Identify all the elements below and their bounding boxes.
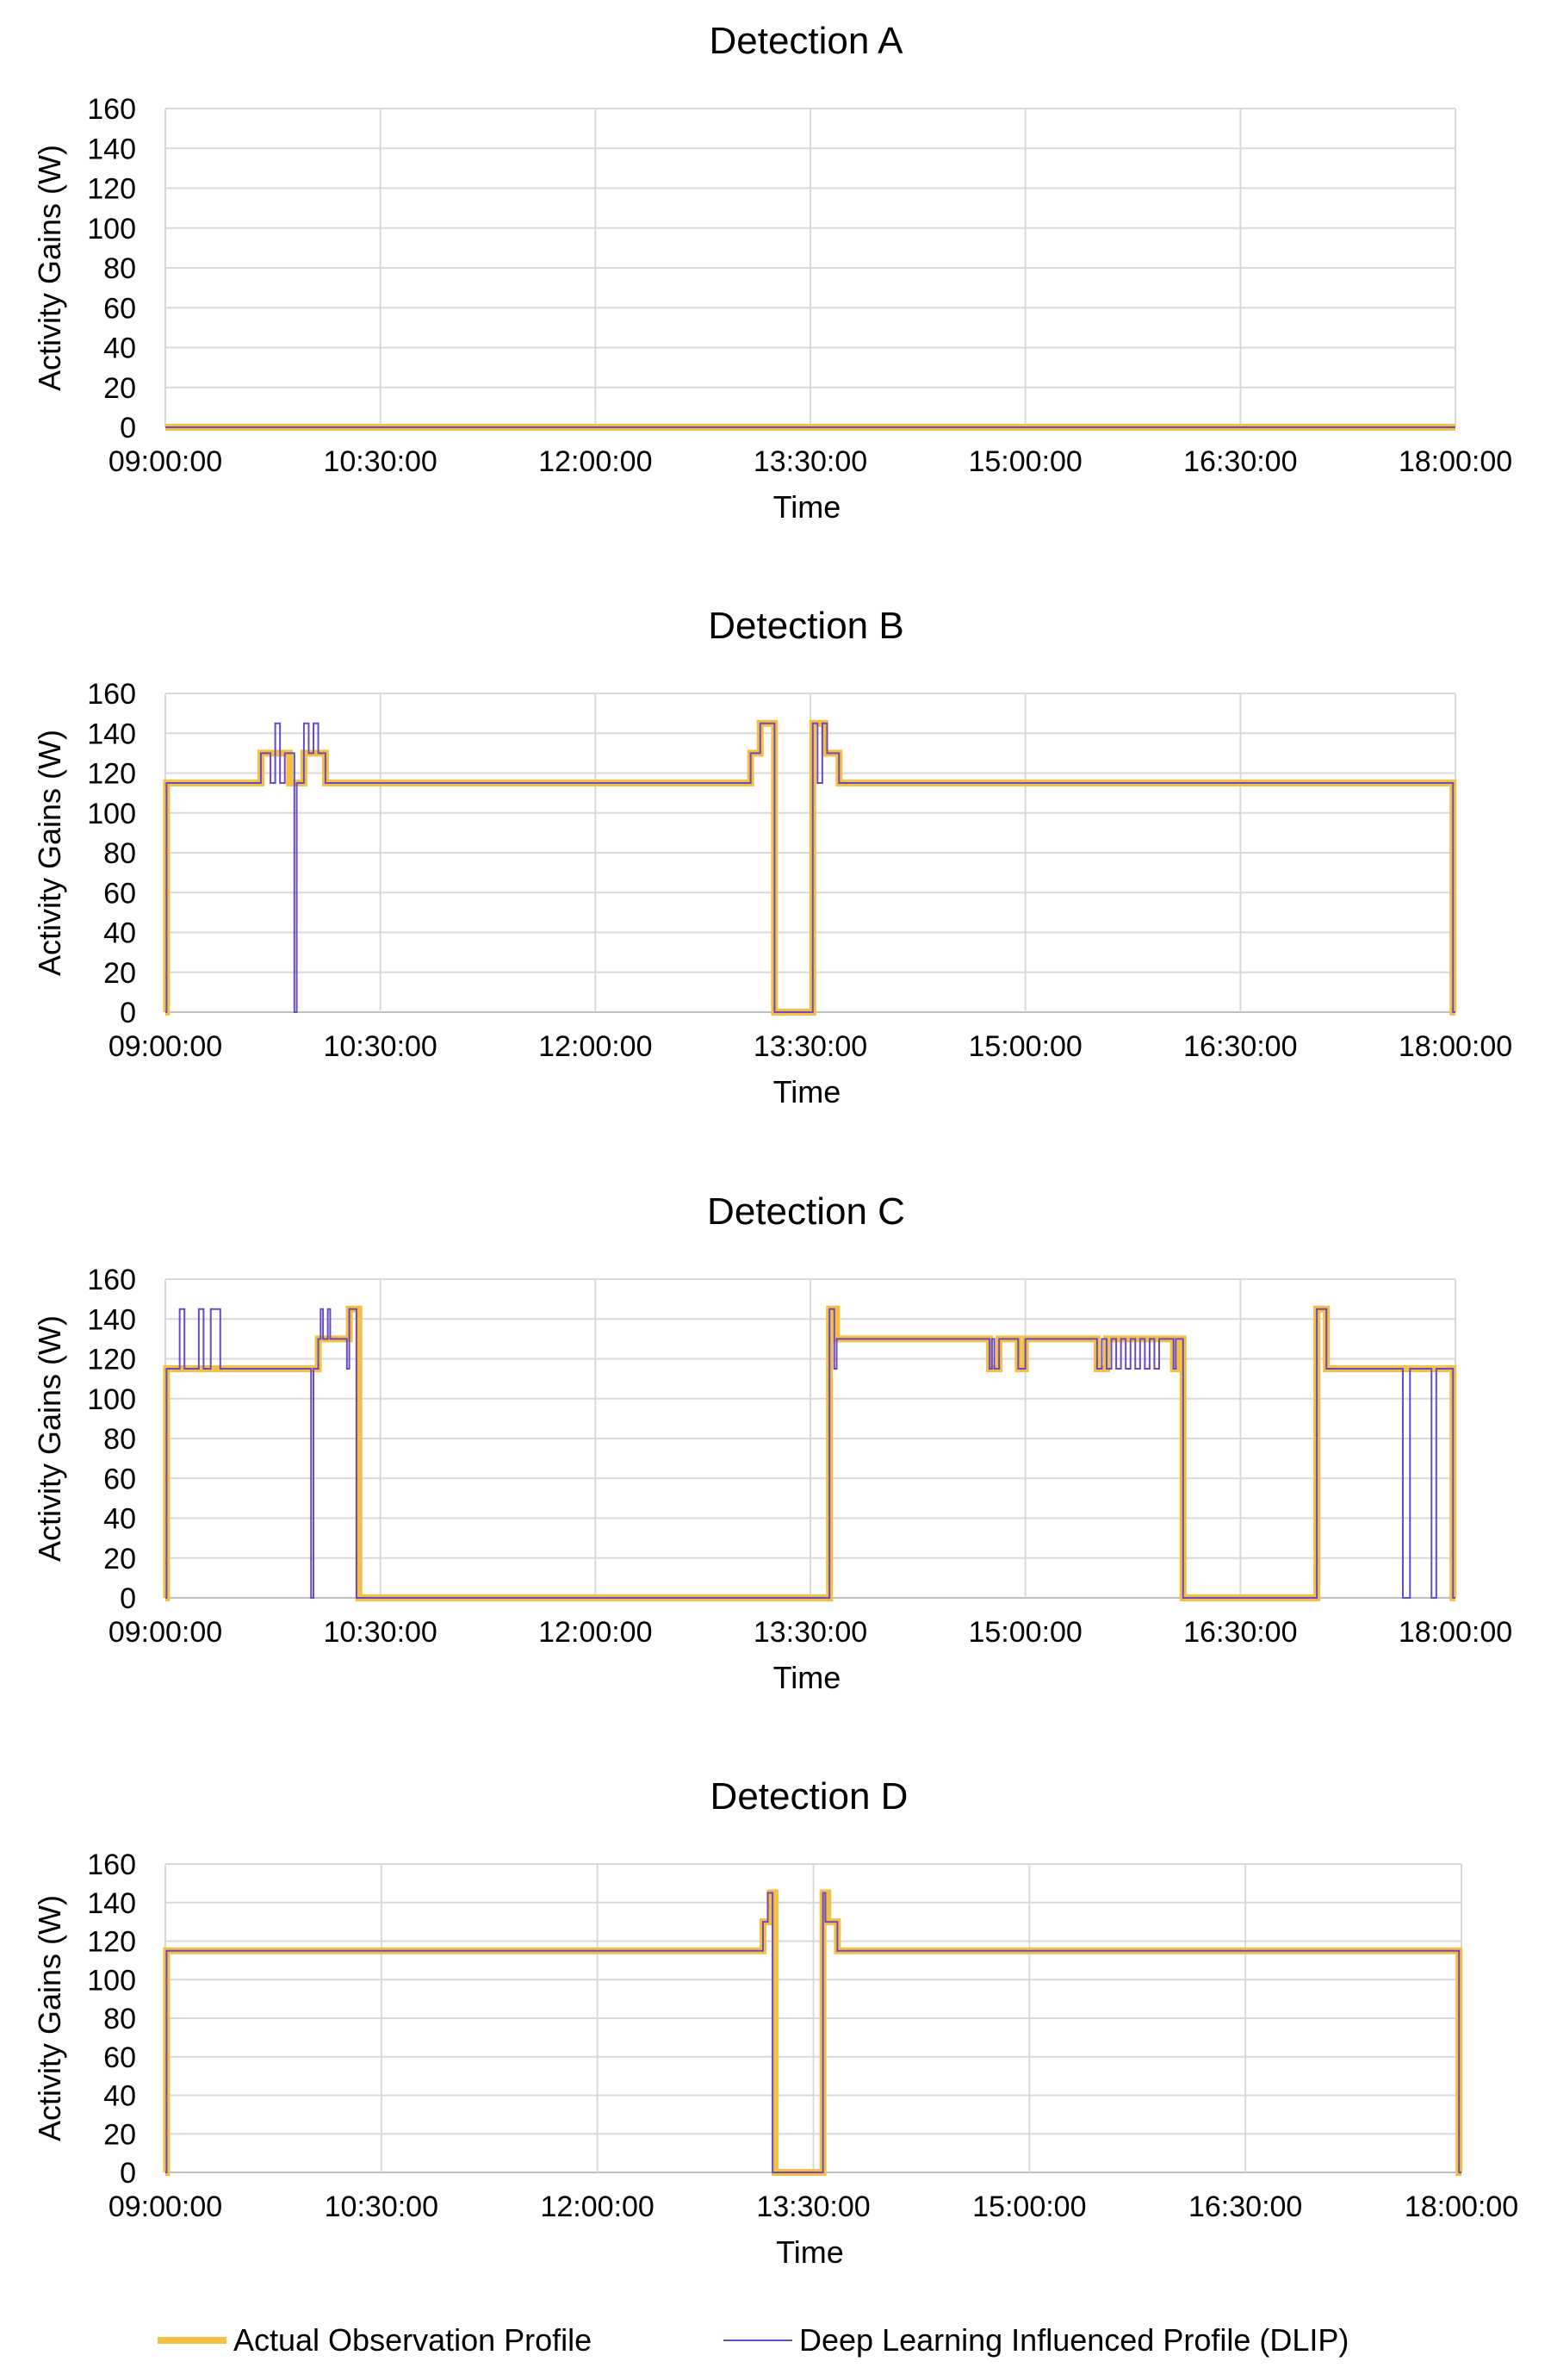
y-axis-label: Activity Gains (W) <box>32 145 67 391</box>
x-tick-label: 10:30:00 <box>323 1616 437 1649</box>
x-axis-label: Time <box>773 1074 841 1109</box>
y-tick-label: 40 <box>103 1503 136 1536</box>
y-tick-label: 160 <box>87 1264 136 1296</box>
y-tick-label: 100 <box>87 1964 136 1997</box>
y-axis-label: Activity Gains (W) <box>32 1895 67 2141</box>
x-tick-label: 09:00:00 <box>109 1030 222 1063</box>
y-tick-label: 120 <box>87 173 136 206</box>
x-tick-label: 10:30:00 <box>323 1030 437 1063</box>
x-tick-label: 12:00:00 <box>538 445 652 478</box>
x-tick-label: 16:30:00 <box>1188 2190 1302 2223</box>
actual-observation-line <box>163 719 1457 1016</box>
chart-panel-a: 0 20 40 60 80 100 120 140 160 09:00:00 10:30:00 12:… <box>32 20 1512 525</box>
legend-label-dlip: Deep Learning Influenced Profile (DLIP) <box>799 2322 1349 2358</box>
y-tick-label: 40 <box>103 917 136 950</box>
y-tick-label: 0 <box>120 997 136 1029</box>
chart-title: Detection D <box>710 1775 909 1818</box>
x-axis-label: Time <box>773 489 841 525</box>
dlip-line <box>165 722 1455 1013</box>
y-axis-label: Activity Gains (W) <box>32 730 67 976</box>
y-tick-label: 100 <box>87 213 136 245</box>
x-tick-label: 09:00:00 <box>109 2190 222 2223</box>
y-tick-label: 60 <box>103 1463 136 1495</box>
x-tick-label: 09:00:00 <box>109 1616 222 1649</box>
y-tick-label: 160 <box>87 678 136 711</box>
dlip-line <box>165 1892 1461 2173</box>
x-tick-label: 10:30:00 <box>325 2190 438 2223</box>
y-tick-label: 160 <box>87 1849 136 1881</box>
y-tick-label: 60 <box>103 292 136 325</box>
x-tick-label: 12:00:00 <box>540 2190 654 2223</box>
y-tick-label: 40 <box>103 2080 136 2113</box>
y-tick-label: 0 <box>120 1582 136 1615</box>
x-tick-label: 15:00:00 <box>968 1616 1082 1649</box>
y-tick-label: 20 <box>103 1543 136 1575</box>
x-tick-label: 16:30:00 <box>1183 1030 1297 1063</box>
x-tick-label: 10:30:00 <box>323 445 437 478</box>
chart-title: Detection A <box>709 20 903 62</box>
y-tick-label: 100 <box>87 798 136 830</box>
y-tick-label: 80 <box>103 252 136 285</box>
y-tick-label: 140 <box>87 133 136 165</box>
y-tick-label: 20 <box>103 372 136 405</box>
x-axis-label: Time <box>776 2234 844 2270</box>
x-tick-label: 16:30:00 <box>1183 1616 1297 1649</box>
x-tick-label: 18:00:00 <box>1399 1616 1512 1649</box>
dlip-line <box>165 1308 1455 1599</box>
x-tick-label: 18:00:00 <box>1399 1030 1512 1063</box>
y-tick-label: 140 <box>87 718 136 750</box>
legend-label-actual: Actual Observation Profile <box>233 2322 592 2358</box>
x-tick-label: 09:00:00 <box>109 445 222 478</box>
x-tick-label: 12:00:00 <box>538 1616 652 1649</box>
x-tick-label: 13:30:00 <box>754 1616 867 1649</box>
x-tick-label: 15:00:00 <box>968 1030 1082 1063</box>
x-tick-label: 15:00:00 <box>968 445 1082 478</box>
x-tick-label: 13:30:00 <box>754 1030 867 1063</box>
y-tick-label: 120 <box>87 1344 136 1376</box>
chart-panel-b: 0 20 40 60 80 100 120 140 160 09:00:00 10:30:00 12:… <box>32 605 1512 1109</box>
y-tick-label: 160 <box>87 93 136 126</box>
x-tick-label: 15:00:00 <box>972 2190 1086 2223</box>
chart-title: Detection C <box>707 1190 905 1233</box>
legend-item-actual: Actual Observation Profile <box>158 2319 592 2362</box>
dlip-line-swatch <box>723 2340 792 2341</box>
x-tick-label: 18:00:00 <box>1405 2190 1518 2223</box>
legend-item-dlip: Deep Learning Influenced Profile (DLIP) <box>723 2319 1349 2362</box>
y-tick-label: 80 <box>103 2003 136 2035</box>
y-tick-label: 40 <box>103 332 136 365</box>
y-tick-label: 20 <box>103 2118 136 2151</box>
chart-panel-c: 0 20 40 60 80 100 120 140 160 09:00:00 10:30:00 12:… <box>32 1190 1512 1695</box>
chart-panel-d: 0 20 40 60 80 100 120 140 160 09:00:00 10:30:00 12:… <box>32 1775 1518 2270</box>
y-tick-label: 120 <box>87 758 136 791</box>
x-tick-label: 16:30:00 <box>1183 445 1297 478</box>
y-tick-label: 140 <box>87 1887 136 1920</box>
y-tick-label: 20 <box>103 957 136 990</box>
y-tick-label: 80 <box>103 837 136 870</box>
chart-title: Detection B <box>708 605 903 647</box>
y-tick-label: 0 <box>120 412 136 444</box>
actual-line-swatch <box>158 2337 226 2344</box>
y-axis-label: Activity Gains (W) <box>32 1315 67 1562</box>
y-tick-label: 80 <box>103 1423 136 1456</box>
y-tick-label: 60 <box>103 877 136 910</box>
y-tick-label: 100 <box>87 1383 136 1416</box>
x-tick-label: 13:30:00 <box>754 445 867 478</box>
x-tick-label: 13:30:00 <box>756 2190 870 2223</box>
x-tick-label: 18:00:00 <box>1399 445 1512 478</box>
y-tick-label: 60 <box>103 2041 136 2074</box>
y-tick-label: 0 <box>120 2157 136 2190</box>
y-tick-label: 140 <box>87 1303 136 1336</box>
legend: Actual Observation Profile Deep Learning… <box>0 2319 1551 2362</box>
x-axis-label: Time <box>773 1660 841 1695</box>
y-tick-label: 120 <box>87 1926 136 1959</box>
x-tick-label: 12:00:00 <box>538 1030 652 1063</box>
